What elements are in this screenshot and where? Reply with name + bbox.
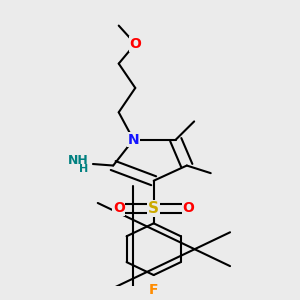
Text: H: H bbox=[80, 164, 89, 175]
Text: F: F bbox=[149, 283, 158, 297]
Text: S: S bbox=[148, 201, 159, 216]
Text: O: O bbox=[113, 201, 125, 215]
Text: O: O bbox=[129, 37, 141, 51]
Text: O: O bbox=[183, 201, 195, 215]
Text: N: N bbox=[128, 133, 139, 147]
Text: NH: NH bbox=[68, 154, 88, 167]
